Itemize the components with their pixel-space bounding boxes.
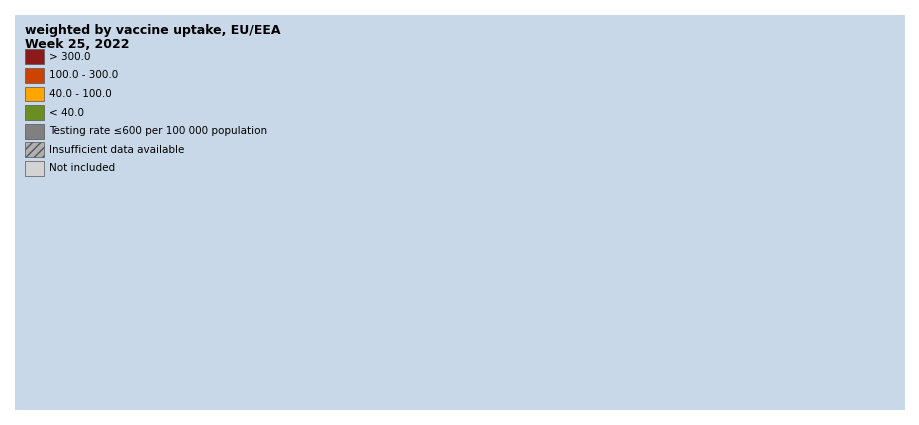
Bar	[25, 161, 44, 176]
Text: < 40.0: < 40.0	[49, 108, 84, 118]
Text: 40.0 - 100.0: 40.0 - 100.0	[49, 89, 111, 99]
Text: > 300.0: > 300.0	[49, 52, 90, 62]
Bar	[25, 142, 44, 157]
Bar	[25, 87, 44, 102]
Bar	[25, 68, 44, 83]
Text: weighted by vaccine uptake, EU/EEA: weighted by vaccine uptake, EU/EEA	[25, 24, 280, 37]
Bar	[25, 124, 44, 139]
Text: Insufficient data available: Insufficient data available	[49, 145, 184, 155]
Bar	[25, 49, 44, 64]
Text: 100.0 - 300.0: 100.0 - 300.0	[49, 71, 118, 80]
Text: Not included: Not included	[49, 163, 115, 173]
Text: Testing rate ≤600 per 100 000 population: Testing rate ≤600 per 100 000 population	[49, 126, 267, 136]
Text: Week 25, 2022: Week 25, 2022	[25, 38, 129, 51]
Bar	[25, 105, 44, 120]
